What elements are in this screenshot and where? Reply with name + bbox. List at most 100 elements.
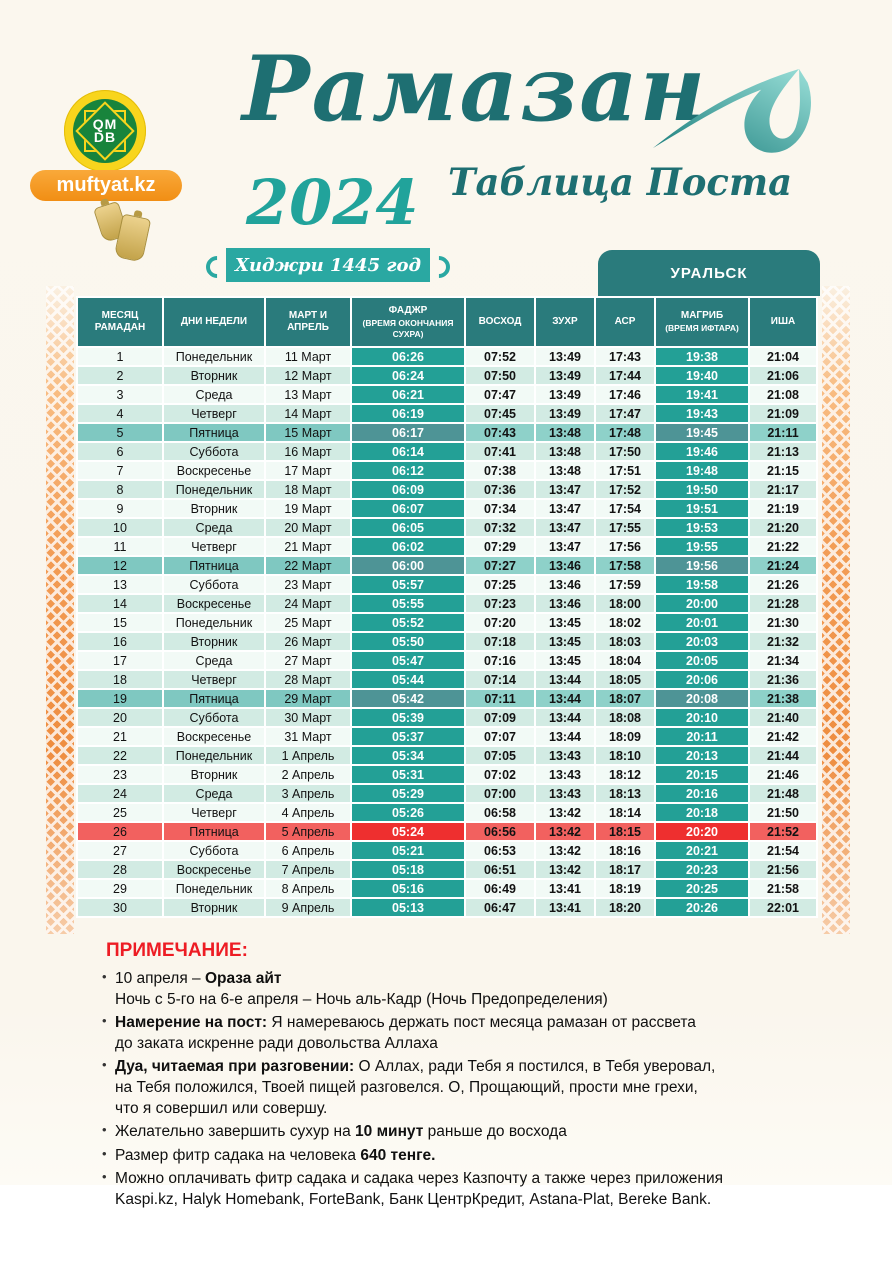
cell-sunrise: 07:43 bbox=[466, 424, 534, 441]
cell-isha: 21:54 bbox=[750, 842, 816, 859]
cell-date: 25 Март bbox=[266, 614, 350, 631]
cell-weekday: Суббота bbox=[164, 443, 264, 460]
cell-fajr: 06:24 bbox=[352, 367, 464, 384]
table-row: 25 Четверг 4 Апрель 05:26 06:58 13:42 18:14 20:… bbox=[78, 804, 816, 821]
column-header: ЗУХР bbox=[536, 298, 594, 346]
cell-weekday: Вторник bbox=[164, 899, 264, 916]
cell-maghrib: 20:06 bbox=[656, 671, 748, 688]
cell-isha: 21:20 bbox=[750, 519, 816, 536]
cell-sunrise: 07:41 bbox=[466, 443, 534, 460]
cell-weekday: Четверг bbox=[164, 405, 264, 422]
cell-zuhr: 13:46 bbox=[536, 557, 594, 574]
cell-isha: 21:06 bbox=[750, 367, 816, 384]
cell-weekday: Воскресенье bbox=[164, 728, 264, 745]
cell-fajr: 06:26 bbox=[352, 348, 464, 365]
cell-date: 4 Апрель bbox=[266, 804, 350, 821]
cell-zuhr: 13:43 bbox=[536, 747, 594, 764]
cell-zuhr: 13:49 bbox=[536, 367, 594, 384]
qmdb-logo-text: QM DB bbox=[92, 116, 118, 144]
cell-sunrise: 07:25 bbox=[466, 576, 534, 593]
cell-sunrise: 07:20 bbox=[466, 614, 534, 631]
cell-maghrib: 20:03 bbox=[656, 633, 748, 650]
cell-asr: 17:50 bbox=[596, 443, 654, 460]
cell-asr: 18:14 bbox=[596, 804, 654, 821]
cell-isha: 21:46 bbox=[750, 766, 816, 783]
table-row: 17 Среда 27 Март 05:47 07:16 13:45 18:04 20:05 2… bbox=[78, 652, 816, 669]
cell-zuhr: 13:49 bbox=[536, 386, 594, 403]
cell-date: 9 Апрель bbox=[266, 899, 350, 916]
cell-sunrise: 07:27 bbox=[466, 557, 534, 574]
cell-asr: 18:16 bbox=[596, 842, 654, 859]
cell-maghrib: 20:20 bbox=[656, 823, 748, 840]
cell-day: 6 bbox=[78, 443, 162, 460]
table-row: 14 Воскресенье 24 Март 05:55 07:23 13:46 18:00… bbox=[78, 595, 816, 612]
qmdb-logo-icon: QM DB bbox=[64, 90, 146, 172]
cell-weekday: Вторник bbox=[164, 766, 264, 783]
cell-asr: 18:10 bbox=[596, 747, 654, 764]
cell-maghrib: 20:26 bbox=[656, 899, 748, 916]
cell-date: 26 Март bbox=[266, 633, 350, 650]
cell-asr: 17:46 bbox=[596, 386, 654, 403]
cell-asr: 18:03 bbox=[596, 633, 654, 650]
cell-zuhr: 13:47 bbox=[536, 500, 594, 517]
cell-asr: 17:52 bbox=[596, 481, 654, 498]
cell-day: 11 bbox=[78, 538, 162, 555]
cell-zuhr: 13:42 bbox=[536, 823, 594, 840]
cell-asr: 18:12 bbox=[596, 766, 654, 783]
cell-fajr: 05:29 bbox=[352, 785, 464, 802]
muftyat-badge: muftyat.kz bbox=[30, 170, 182, 201]
cell-maghrib: 19:58 bbox=[656, 576, 748, 593]
cell-isha: 21:04 bbox=[750, 348, 816, 365]
cell-zuhr: 13:42 bbox=[536, 804, 594, 821]
cell-date: 29 Март bbox=[266, 690, 350, 707]
cell-zuhr: 13:44 bbox=[536, 690, 594, 707]
cell-zuhr: 13:43 bbox=[536, 766, 594, 783]
cell-weekday: Четверг bbox=[164, 804, 264, 821]
cell-fajr: 05:21 bbox=[352, 842, 464, 859]
cell-asr: 18:20 bbox=[596, 899, 654, 916]
schedule-header-row: МЕСЯЦ РАМАДАН ДНИ НЕДЕЛИ МАРТ И АПРЕЛЬ ФАДЖ… bbox=[78, 298, 816, 346]
cell-zuhr: 13:46 bbox=[536, 576, 594, 593]
page-subtitle: Таблица Поста bbox=[448, 160, 793, 204]
cell-date: 23 Март bbox=[266, 576, 350, 593]
cell-day: 4 bbox=[78, 405, 162, 422]
cell-date: 12 Март bbox=[266, 367, 350, 384]
cell-date: 30 Март bbox=[266, 709, 350, 726]
cell-maghrib: 20:15 bbox=[656, 766, 748, 783]
cell-day: 14 bbox=[78, 595, 162, 612]
cell-isha: 21:11 bbox=[750, 424, 816, 441]
table-row: 12 Пятница 22 Март 06:00 07:27 13:46 17:58 19:5… bbox=[78, 557, 816, 574]
cell-zuhr: 13:47 bbox=[536, 538, 594, 555]
cell-isha: 21:15 bbox=[750, 462, 816, 479]
cell-fajr: 06:09 bbox=[352, 481, 464, 498]
cell-fajr: 06:21 bbox=[352, 386, 464, 403]
cell-maghrib: 19:38 bbox=[656, 348, 748, 365]
cell-sunrise: 07:36 bbox=[466, 481, 534, 498]
cell-date: 11 Март bbox=[266, 348, 350, 365]
cell-date: 21 Март bbox=[266, 538, 350, 555]
table-row: 9 Вторник 19 Март 06:07 07:34 13:47 17:54 19:51… bbox=[78, 500, 816, 517]
cell-maghrib: 20:11 bbox=[656, 728, 748, 745]
cell-zuhr: 13:44 bbox=[536, 728, 594, 745]
qmdb-line1: QM bbox=[92, 116, 118, 132]
cell-maghrib: 19:53 bbox=[656, 519, 748, 536]
cell-asr: 17:55 bbox=[596, 519, 654, 536]
notes-section: ПРИМЕЧАНИЕ: 10 апреля – Ораза айт Ночь с… bbox=[100, 940, 816, 1214]
cell-asr: 17:54 bbox=[596, 500, 654, 517]
cell-asr: 18:05 bbox=[596, 671, 654, 688]
cell-asr: 18:04 bbox=[596, 652, 654, 669]
cell-asr: 17:48 bbox=[596, 424, 654, 441]
cell-day: 30 bbox=[78, 899, 162, 916]
cell-date: 20 Март bbox=[266, 519, 350, 536]
cell-date: 28 Март bbox=[266, 671, 350, 688]
cell-day: 26 bbox=[78, 823, 162, 840]
cell-fajr: 05:55 bbox=[352, 595, 464, 612]
cell-sunrise: 07:16 bbox=[466, 652, 534, 669]
note-item: Дуа, читаемая при разговении: О Аллах, р… bbox=[100, 1056, 816, 1119]
cell-day: 28 bbox=[78, 861, 162, 878]
cell-date: 5 Апрель bbox=[266, 823, 350, 840]
cell-maghrib: 20:05 bbox=[656, 652, 748, 669]
cell-asr: 18:19 bbox=[596, 880, 654, 897]
table-row: 5 Пятница 15 Март 06:17 07:43 13:48 17:48 19:45… bbox=[78, 424, 816, 441]
cell-date: 27 Март bbox=[266, 652, 350, 669]
